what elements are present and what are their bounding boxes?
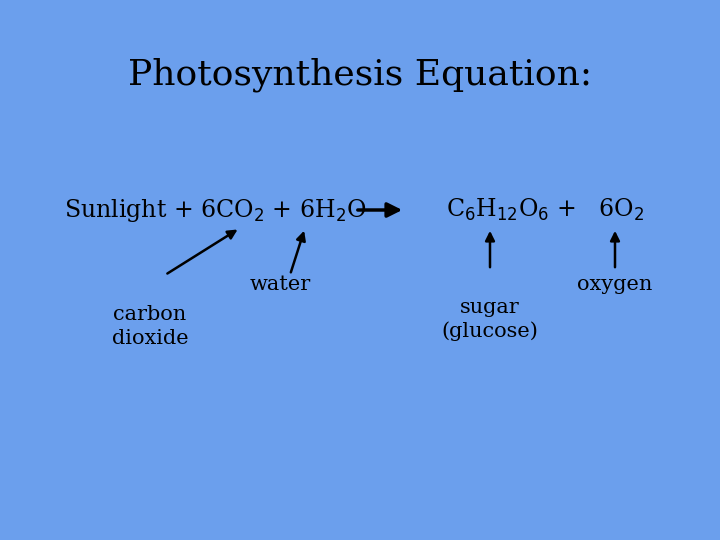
Text: C$_6$H$_{12}$O$_6$ +   6O$_2$: C$_6$H$_{12}$O$_6$ + 6O$_2$ bbox=[446, 197, 644, 223]
Text: carbon
dioxide: carbon dioxide bbox=[112, 305, 189, 348]
Text: sugar
(glucose): sugar (glucose) bbox=[441, 298, 539, 341]
Text: Photosynthesis Equation:: Photosynthesis Equation: bbox=[128, 58, 592, 92]
Text: Sunlight + 6CO$_2$ + 6H$_2$O: Sunlight + 6CO$_2$ + 6H$_2$O bbox=[64, 197, 366, 224]
Text: water: water bbox=[249, 275, 310, 294]
Text: oxygen: oxygen bbox=[577, 275, 653, 294]
